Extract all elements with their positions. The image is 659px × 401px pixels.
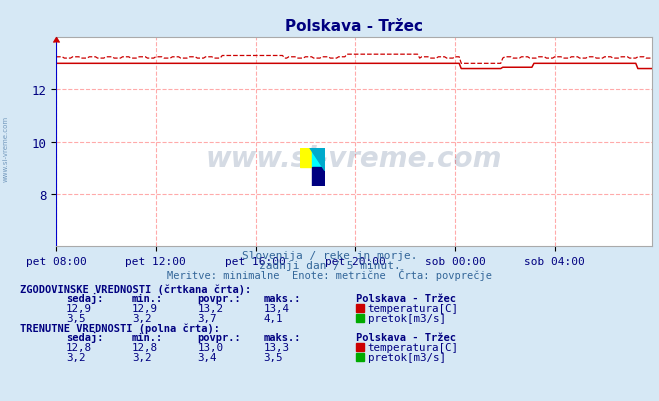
Bar <box>300 148 312 168</box>
Text: 3,4: 3,4 <box>198 352 217 362</box>
Bar <box>312 148 325 168</box>
Text: ZGODOVINSKE VREDNOSTI (črtkana črta):: ZGODOVINSKE VREDNOSTI (črtkana črta): <box>20 284 251 294</box>
Text: 12,8: 12,8 <box>132 342 158 352</box>
Title: Polskava - Tržec: Polskava - Tržec <box>285 19 423 34</box>
Text: 13,4: 13,4 <box>264 303 289 313</box>
Text: www.si-vreme.com: www.si-vreme.com <box>2 115 9 181</box>
Text: zadnji dan / 5 minut.: zadnji dan / 5 minut. <box>258 261 401 271</box>
Text: 13,2: 13,2 <box>198 303 223 313</box>
Text: Polskava - Tržec: Polskava - Tržec <box>356 294 456 304</box>
Text: www.si-vreme.com: www.si-vreme.com <box>206 145 502 173</box>
Text: Slovenija / reke in morje.: Slovenija / reke in morje. <box>242 251 417 261</box>
Text: min.:: min.: <box>132 332 163 342</box>
Text: 13,3: 13,3 <box>264 342 289 352</box>
Text: sedaj:: sedaj: <box>66 332 103 342</box>
Text: 3,2: 3,2 <box>132 313 152 323</box>
Text: povpr.:: povpr.: <box>198 332 241 342</box>
Bar <box>312 168 325 186</box>
Text: maks.:: maks.: <box>264 332 301 342</box>
Text: 3,2: 3,2 <box>132 352 152 362</box>
Text: pretok[m3/s]: pretok[m3/s] <box>368 352 445 362</box>
Text: temperatura[C]: temperatura[C] <box>368 342 459 352</box>
Text: 3,5: 3,5 <box>66 313 86 323</box>
Text: Polskava - Tržec: Polskava - Tržec <box>356 332 456 342</box>
Text: 13,0: 13,0 <box>198 342 223 352</box>
Text: 3,7: 3,7 <box>198 313 217 323</box>
Text: pretok[m3/s]: pretok[m3/s] <box>368 313 445 323</box>
Text: 12,9: 12,9 <box>132 303 158 313</box>
Text: povpr.:: povpr.: <box>198 294 241 304</box>
Text: 12,8: 12,8 <box>66 342 92 352</box>
Text: temperatura[C]: temperatura[C] <box>368 303 459 313</box>
Text: 3,5: 3,5 <box>264 352 283 362</box>
Text: Meritve: minimalne  Enote: metrične  Črta: povprečje: Meritve: minimalne Enote: metrične Črta:… <box>167 269 492 281</box>
Text: 12,9: 12,9 <box>66 303 92 313</box>
Text: maks.:: maks.: <box>264 294 301 304</box>
Text: 3,2: 3,2 <box>66 352 86 362</box>
Text: TRENUTNE VREDNOSTI (polna črta):: TRENUTNE VREDNOSTI (polna črta): <box>20 322 219 333</box>
Text: sedaj:: sedaj: <box>66 293 103 304</box>
Text: min.:: min.: <box>132 294 163 304</box>
Text: 4,1: 4,1 <box>264 313 283 323</box>
Polygon shape <box>310 148 325 171</box>
